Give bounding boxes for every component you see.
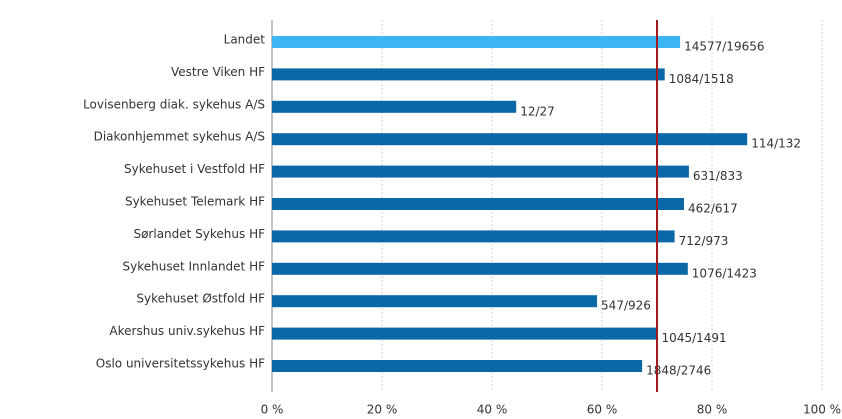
bar xyxy=(272,295,598,308)
x-tick-label: 80 % xyxy=(697,403,728,417)
y-tick-label: Sykehuset Telemark HF xyxy=(125,195,265,209)
bar xyxy=(272,262,688,275)
bar xyxy=(272,198,684,210)
y-tick-label: Sørlandet Sykehus HF xyxy=(133,227,265,241)
y-tick-label: Sykehuset i Vestfold HF xyxy=(124,162,265,176)
bar xyxy=(272,100,517,113)
value-label: 14577/19656 xyxy=(684,40,764,54)
bar xyxy=(272,230,675,243)
y-tick-label: Lovisenberg diak. sykehus A/S xyxy=(83,97,265,111)
value-label: 712/973 xyxy=(679,234,729,248)
x-tick-label: 20 % xyxy=(367,403,398,417)
bar xyxy=(272,165,689,178)
y-tick-label: Diakonhjemmet sykehus A/S xyxy=(94,130,265,144)
bar xyxy=(272,133,748,146)
y-tick-label: Akershus univ.sykehus HF xyxy=(109,324,265,338)
value-label: 462/617 xyxy=(688,202,738,216)
value-label: 114/132 xyxy=(751,137,801,151)
value-label: 1045/1491 xyxy=(662,331,727,345)
x-tick-label: 0 % xyxy=(261,403,284,417)
value-label: 1848/2746 xyxy=(646,364,711,378)
value-label: 631/833 xyxy=(693,169,743,183)
value-label: 1084/1518 xyxy=(669,72,734,86)
y-tick-label: Landet xyxy=(224,33,266,47)
x-tick-label: 40 % xyxy=(477,403,508,417)
bar xyxy=(272,36,681,48)
y-tick-label: Oslo universitetssykehus HF xyxy=(96,357,265,371)
y-tick-label: Vestre Viken HF xyxy=(171,65,265,79)
bar xyxy=(272,327,658,340)
y-tick-label: Sykehuset Østfold HF xyxy=(136,292,265,306)
value-label: 1076/1423 xyxy=(692,266,757,280)
value-label: 12/27 xyxy=(520,104,555,118)
value-label: 547/926 xyxy=(601,299,651,313)
bar xyxy=(272,68,665,81)
bar xyxy=(272,360,643,372)
x-tick-label: 100 % xyxy=(803,403,841,417)
x-tick-label: 60 % xyxy=(587,403,618,417)
y-tick-label: Sykehuset Innlandet HF xyxy=(123,259,266,273)
